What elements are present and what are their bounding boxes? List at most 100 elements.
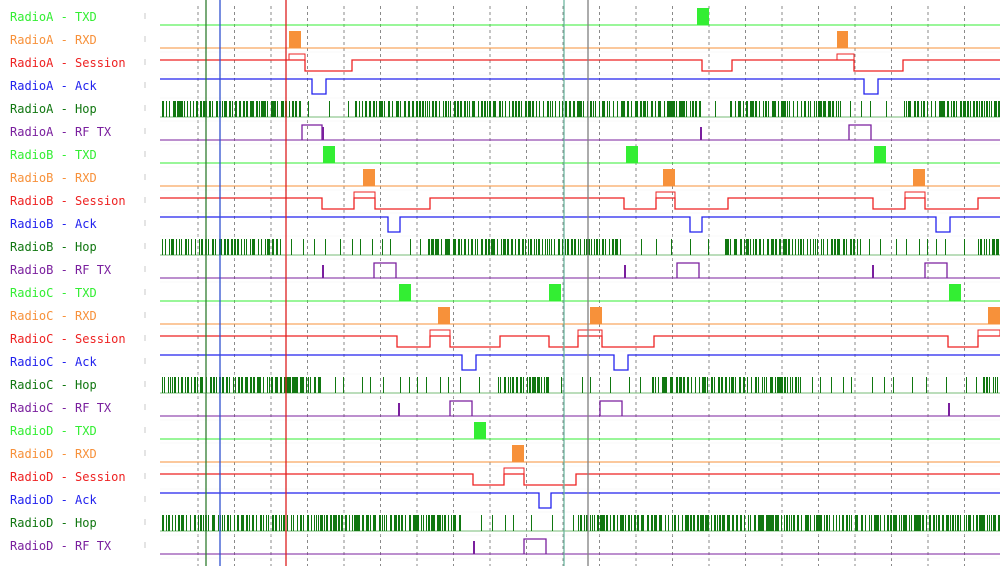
channel-label[interactable]: RadioD - Ack [10, 493, 97, 507]
channel-label[interactable]: RadioA - Ack [10, 79, 97, 93]
hop-bar [953, 101, 955, 117]
hop-bar [198, 515, 199, 531]
hop-bar [805, 515, 807, 531]
channel-label[interactable]: RadioA - RF TX [10, 125, 112, 139]
hop-bar [200, 515, 202, 531]
hop-bar [661, 515, 662, 531]
data-burst [512, 445, 524, 462]
hop-bar [181, 377, 183, 393]
hop-bar [965, 101, 966, 117]
channel-label[interactable]: RadioC - TXD [10, 286, 97, 300]
hop-bar [643, 515, 644, 531]
hop-bar [398, 515, 400, 531]
hop-bar [265, 239, 266, 255]
hop-bar [905, 515, 907, 531]
channel-label[interactable]: RadioA - RXD [10, 33, 97, 47]
hop-bar [922, 515, 924, 531]
hop-bar [685, 515, 687, 531]
hop-bar [792, 239, 793, 255]
hop-bar [293, 515, 294, 531]
hop-bar [602, 239, 604, 255]
channel-label[interactable]: RadioA - TXD [10, 10, 97, 24]
hop-bar [820, 377, 821, 393]
hop-bar [453, 239, 455, 255]
hop-bar [665, 515, 666, 531]
hop-bar [594, 515, 595, 531]
hop-bar [521, 101, 522, 117]
hop-bar [341, 515, 343, 531]
data-burst [474, 422, 486, 439]
hop-bar [373, 101, 375, 117]
hop-bar [906, 239, 907, 255]
hop-bar [989, 101, 990, 117]
hop-bar [831, 239, 833, 255]
channel-label[interactable]: RadioD - RF TX [10, 539, 112, 553]
hop-bar [477, 239, 478, 255]
hop-bar [827, 239, 828, 255]
channel-label[interactable]: RadioC - Session [10, 332, 126, 346]
hop-bar [445, 239, 447, 255]
channel-label[interactable]: RadioB - TXD [10, 148, 97, 162]
hop-bar [711, 377, 713, 393]
channel-label[interactable]: RadioB - Ack [10, 217, 97, 231]
hop-bar [779, 377, 781, 393]
hop-bar [481, 239, 483, 255]
hop-bar [707, 515, 709, 531]
hop-bar [329, 101, 330, 117]
hop-bar [910, 101, 911, 117]
channel-label[interactable]: RadioA - Session [10, 56, 126, 70]
channel-label[interactable]: RadioD - TXD [10, 424, 97, 438]
data-burst [363, 169, 375, 186]
hop-bar [369, 101, 371, 117]
hop-bar [996, 239, 998, 255]
hop-bar [173, 101, 175, 117]
channel-label[interactable]: RadioB - Hop [10, 240, 97, 254]
channel-label[interactable]: RadioC - Ack [10, 355, 97, 369]
hop-bar [593, 101, 594, 117]
channel-label[interactable]: RadioD - RXD [10, 447, 97, 461]
hop-bar [457, 101, 459, 117]
channel-label[interactable]: RadioB - RF TX [10, 263, 112, 277]
hop-bar [279, 515, 280, 531]
hop-bar [812, 377, 813, 393]
channel-label[interactable]: RadioD - Hop [10, 516, 97, 530]
channel-trace [160, 445, 1000, 463]
hop-bar [895, 515, 897, 531]
channel-label[interactable]: RadioB - RXD [10, 171, 97, 185]
hop-bar [237, 239, 239, 255]
hop-bar [475, 239, 476, 255]
hop-bar [591, 239, 592, 255]
hop-bar [943, 101, 945, 117]
channel-label[interactable]: RadioD - Session [10, 470, 126, 484]
hop-bar [176, 239, 177, 255]
hop-bar [664, 377, 666, 393]
hop-bar [772, 515, 774, 531]
hop-bar [432, 101, 434, 117]
hop-bar [340, 239, 341, 255]
hop-bar [936, 239, 937, 255]
hop-bar [435, 101, 437, 117]
hop-bar [164, 377, 165, 393]
hop-bar [254, 239, 255, 255]
channel-label[interactable]: RadioB - Session [10, 194, 126, 208]
hop-bar [509, 101, 510, 117]
hop-bar [508, 377, 509, 393]
hop-bar [493, 239, 495, 255]
hop-bar [901, 515, 902, 531]
hop-bar [320, 377, 321, 393]
hop-bar [926, 515, 927, 531]
channel-label[interactable]: RadioC - RXD [10, 309, 97, 323]
rf-pulse [924, 262, 948, 278]
channel-label[interactable]: RadioC - Hop [10, 378, 97, 392]
channel-label[interactable]: RadioC - RF TX [10, 401, 112, 415]
hop-bar [779, 239, 781, 255]
hop-bar [903, 515, 905, 531]
hop-bar [269, 377, 270, 393]
hop-bar [728, 239, 729, 255]
hop-bar [994, 101, 996, 117]
hop-bar [656, 239, 657, 255]
hop-bar [314, 515, 315, 531]
channel-label[interactable]: RadioA - Hop [10, 102, 97, 116]
hop-bar [196, 101, 198, 117]
